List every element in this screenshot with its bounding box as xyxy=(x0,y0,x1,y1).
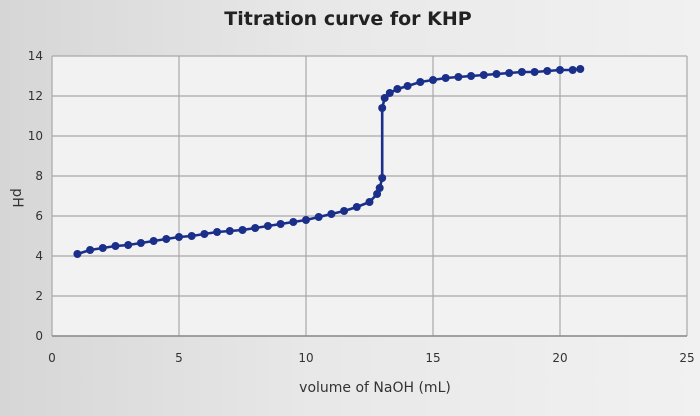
data-point xyxy=(352,203,361,211)
data-point xyxy=(393,85,402,93)
data-point xyxy=(467,72,476,80)
data-point xyxy=(340,207,349,215)
chart-title: Titration curve for KHP xyxy=(224,8,472,30)
data-point xyxy=(568,66,577,74)
data-point xyxy=(225,227,234,235)
data-point xyxy=(111,242,120,250)
data-point xyxy=(492,70,501,78)
y-axis-label: pH xyxy=(9,188,25,207)
data-point xyxy=(441,74,450,82)
data-point xyxy=(187,232,196,240)
x-tick-label: 20 xyxy=(552,351,567,365)
y-tick-label: 0 xyxy=(35,329,43,343)
data-point xyxy=(162,235,171,243)
data-point xyxy=(454,73,463,81)
x-tick-label: 5 xyxy=(175,351,183,365)
data-point xyxy=(213,228,222,236)
data-point xyxy=(314,213,323,221)
data-point xyxy=(416,78,425,86)
x-tick-label: 25 xyxy=(679,351,694,365)
x-tick-label: 0 xyxy=(48,351,56,365)
data-point xyxy=(98,244,107,252)
plot-area xyxy=(52,56,687,336)
series-line xyxy=(77,67,581,256)
y-tick-label: 14 xyxy=(28,49,43,63)
data-point xyxy=(327,210,336,218)
y-tick-label: 12 xyxy=(28,89,43,103)
y-tick-label: 8 xyxy=(35,169,43,183)
data-point xyxy=(289,218,298,226)
data-point xyxy=(200,230,209,238)
data-point xyxy=(576,65,585,73)
data-point xyxy=(556,66,564,74)
data-point xyxy=(505,69,514,77)
data-point xyxy=(251,224,260,232)
y-tick-label: 2 xyxy=(35,289,43,303)
data-point xyxy=(380,94,389,102)
data-point xyxy=(175,233,183,241)
data-point xyxy=(373,190,382,198)
y-tick-label: 6 xyxy=(35,209,43,223)
x-axis-label: volume of NaOH (mL) xyxy=(299,380,451,396)
data-point xyxy=(543,67,552,75)
data-point xyxy=(375,184,384,192)
y-tick-label: 10 xyxy=(28,129,43,143)
data-point xyxy=(124,241,133,249)
data-point xyxy=(517,68,526,76)
y-tick-label: 4 xyxy=(35,249,43,263)
data-point xyxy=(73,250,82,258)
data-point xyxy=(276,220,285,228)
x-tick-label: 10 xyxy=(298,351,313,365)
data-point xyxy=(136,239,145,247)
data-point xyxy=(530,68,539,76)
data-point xyxy=(403,82,412,90)
data-point xyxy=(302,216,310,224)
data-point xyxy=(378,104,387,112)
x-tick-label: 15 xyxy=(425,351,440,365)
data-point xyxy=(429,76,437,84)
data-point xyxy=(238,226,247,234)
data-point xyxy=(149,237,158,245)
data-point xyxy=(378,174,387,182)
data-point xyxy=(479,71,488,79)
data-point xyxy=(365,198,374,206)
data-point xyxy=(263,222,272,230)
data-point xyxy=(86,246,95,254)
data-point xyxy=(385,89,394,97)
